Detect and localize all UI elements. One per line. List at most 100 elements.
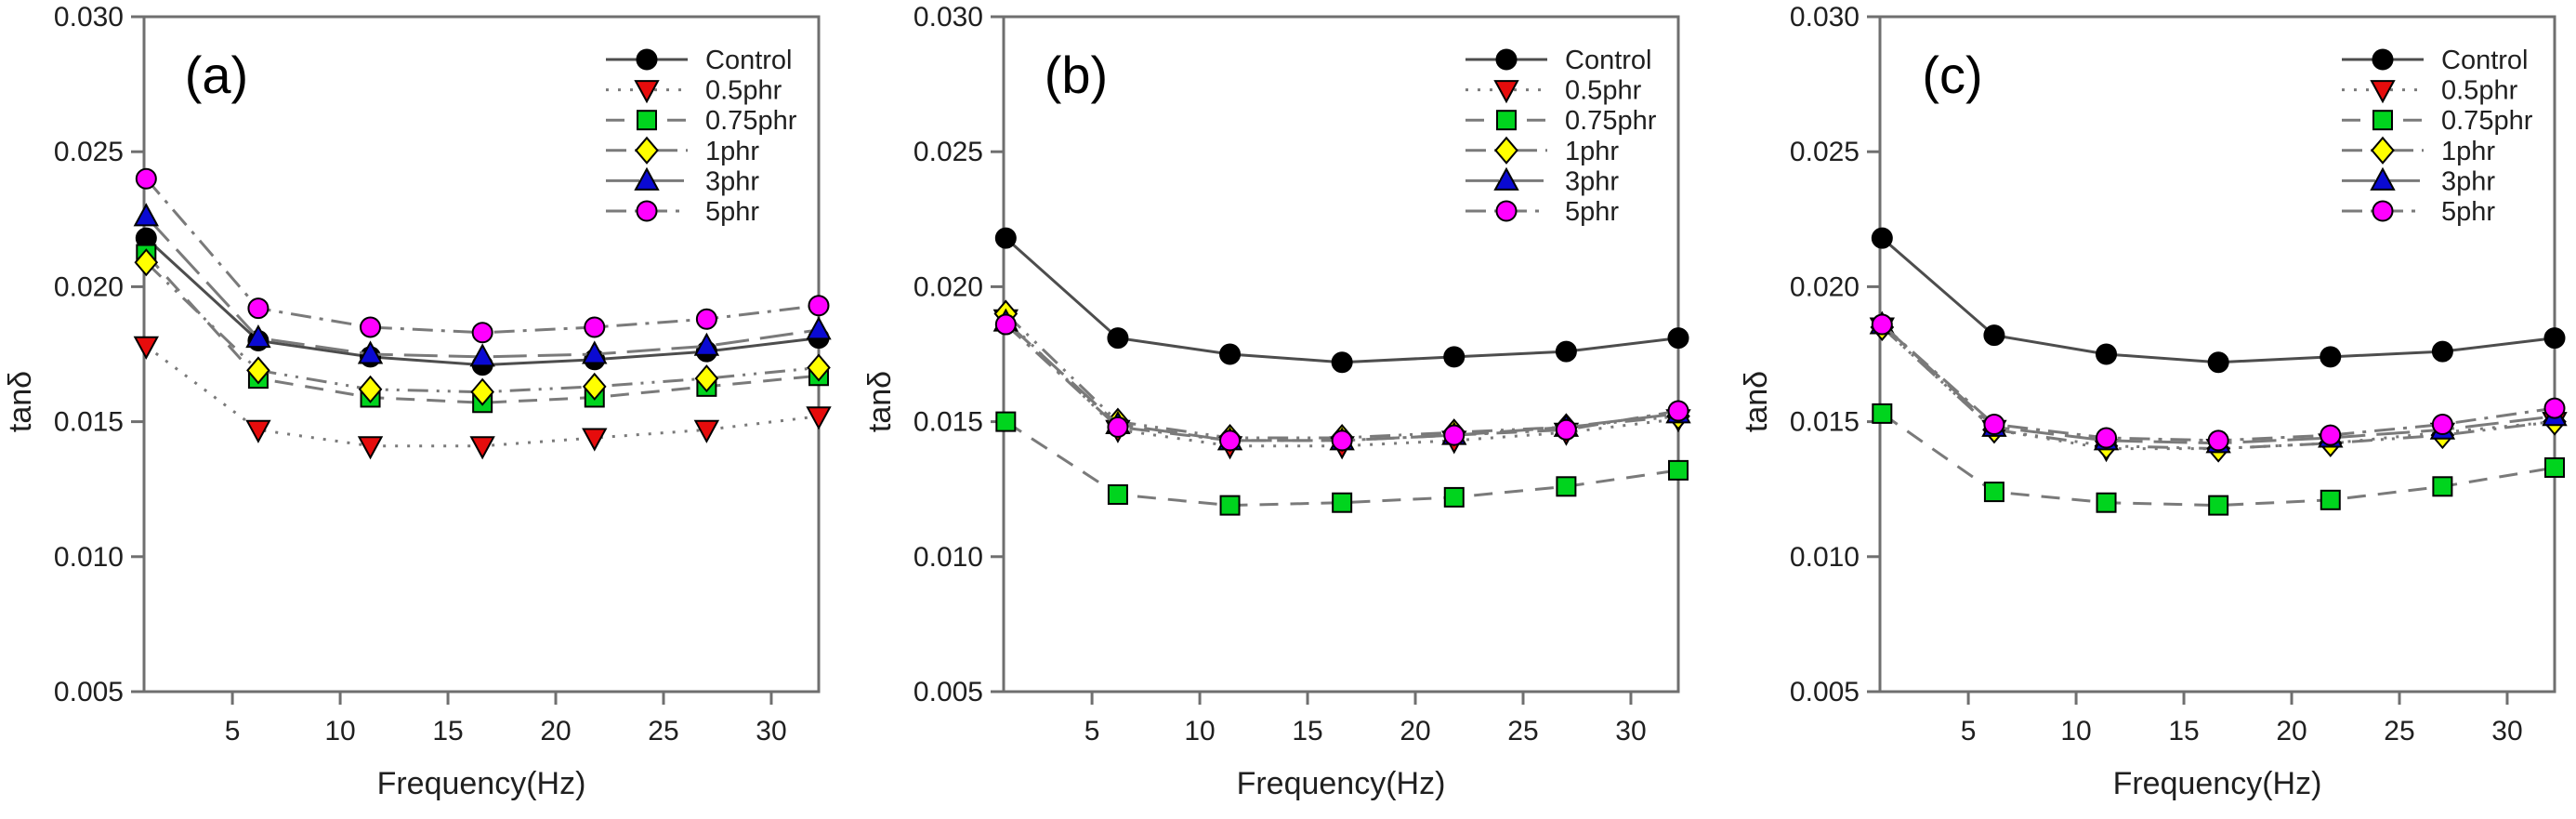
legend-label: 3phr xyxy=(2441,166,2495,196)
x-tick-label: 30 xyxy=(756,716,786,746)
panel-label-c: (c) xyxy=(1922,46,1982,104)
x-tick-label: 25 xyxy=(1507,716,1538,746)
legend-item-control: Control xyxy=(1465,46,1652,75)
legend-item-3phr: 3phr xyxy=(2342,166,2495,196)
series-control-b xyxy=(994,227,1689,374)
data-point xyxy=(994,227,1017,249)
data-point xyxy=(995,411,1017,432)
series-line xyxy=(1881,236,2556,364)
data-point xyxy=(1555,418,1577,441)
legend-label: 3phr xyxy=(1565,166,1619,196)
data-point xyxy=(693,332,720,356)
data-point xyxy=(2208,495,2229,516)
legend-item-0.5phr: 0.5phr xyxy=(1465,76,1642,106)
data-point xyxy=(582,340,608,364)
y-tick-label: 0.030 xyxy=(54,2,124,33)
legend-item-5phr: 5phr xyxy=(1465,197,1619,227)
series-line xyxy=(1005,312,1679,440)
legend-label: 1phr xyxy=(1565,137,1619,166)
data-point xyxy=(1107,327,1129,350)
chart-b: 5 10 15 20 25 30 0.005 0.010 0.015 0.020 0.025 0.03… xyxy=(862,2,1691,801)
data-point xyxy=(469,436,495,460)
data-point xyxy=(2207,351,2229,374)
data-point xyxy=(246,356,270,385)
series-line xyxy=(1005,236,1679,364)
y-tick-label: 0.010 xyxy=(913,542,983,573)
legend-marker xyxy=(2372,110,2393,131)
data-point xyxy=(1443,486,1465,508)
series-5phr-c xyxy=(1871,313,2566,452)
data-point xyxy=(2096,492,2117,513)
y-axis-title-a: tanδ xyxy=(3,371,38,432)
legend-item-0.75phr: 0.75phr xyxy=(1465,106,1657,136)
legend-item-0.5phr: 0.5phr xyxy=(606,76,782,106)
x-tick-label: 20 xyxy=(1400,716,1430,746)
legend-item-0.5phr: 0.5phr xyxy=(2342,76,2518,106)
data-point xyxy=(1443,346,1465,368)
x-tick-label: 5 xyxy=(1084,716,1100,746)
x-tick-label: 15 xyxy=(432,716,463,746)
x-tick-label: 10 xyxy=(2060,716,2091,746)
x-axis-title-a: Frequency(Hz) xyxy=(377,766,586,801)
legend-label: 0.5phr xyxy=(2441,76,2518,106)
chart-c: 5 10 15 20 25 30 0.005 0.010 0.015 0.020 0.025 0.03… xyxy=(1739,2,2568,801)
data-point xyxy=(2432,476,2453,497)
plot-frame-c xyxy=(1878,15,2556,694)
data-point xyxy=(1983,482,2004,503)
legend-label: 1phr xyxy=(705,137,759,166)
data-point xyxy=(245,419,271,443)
legend-item-0.75phr: 0.75phr xyxy=(2342,106,2533,136)
data-point xyxy=(994,313,1017,336)
data-point xyxy=(1219,343,1242,365)
y-tick-label: 0.005 xyxy=(54,677,124,707)
data-point xyxy=(1668,459,1689,481)
legend-item-1phr: 1phr xyxy=(1465,136,1619,166)
data-point xyxy=(693,419,720,443)
x-tick-label: 25 xyxy=(2384,716,2414,746)
legend-marker xyxy=(1493,166,1519,191)
data-point xyxy=(1871,313,1893,336)
legend-item-1phr: 1phr xyxy=(606,136,759,166)
data-point xyxy=(806,406,832,430)
data-point xyxy=(1219,495,1241,516)
data-point xyxy=(135,167,157,190)
data-point xyxy=(1872,403,1893,424)
data-point xyxy=(808,295,830,317)
x-tick-label: 25 xyxy=(648,716,678,746)
y-tick-label: 0.020 xyxy=(54,271,124,302)
x-tick-label: 5 xyxy=(1961,716,1977,746)
legend-label: Control xyxy=(705,46,793,75)
data-point xyxy=(133,336,160,360)
data-point xyxy=(1667,400,1689,422)
y-axis-title-b: tanδ xyxy=(862,371,898,432)
legend-marker xyxy=(636,48,658,71)
data-point xyxy=(247,297,269,320)
data-point xyxy=(807,353,831,382)
data-point xyxy=(2096,343,2118,365)
x-tick-label: 30 xyxy=(1615,716,1646,746)
y-axis-title-c: tanδ xyxy=(1739,371,1774,432)
legend-label: 5phr xyxy=(1565,197,1619,227)
series-control-c xyxy=(1871,227,2566,374)
data-point xyxy=(1107,484,1128,506)
data-point xyxy=(1667,327,1689,350)
x-tick-label: 20 xyxy=(540,716,571,746)
legend-marker xyxy=(1495,48,1518,71)
legend-marker xyxy=(1494,136,1518,165)
legend-item-control: Control xyxy=(2342,46,2529,75)
series-1phr-a xyxy=(134,248,831,406)
legend-marker xyxy=(2370,166,2396,191)
legend-marker xyxy=(637,110,657,131)
legend-item-3phr: 3phr xyxy=(1465,166,1619,196)
panel-label-b: (b) xyxy=(1045,46,1108,104)
legend-label: 0.75phr xyxy=(705,106,797,136)
data-point xyxy=(471,322,493,344)
series-0.75phr-c xyxy=(1872,403,2565,516)
data-point xyxy=(1556,476,1577,497)
legend-label: Control xyxy=(2441,46,2529,75)
data-point xyxy=(358,375,383,403)
series-3phr-b xyxy=(992,308,1691,451)
data-point xyxy=(1871,227,1893,249)
